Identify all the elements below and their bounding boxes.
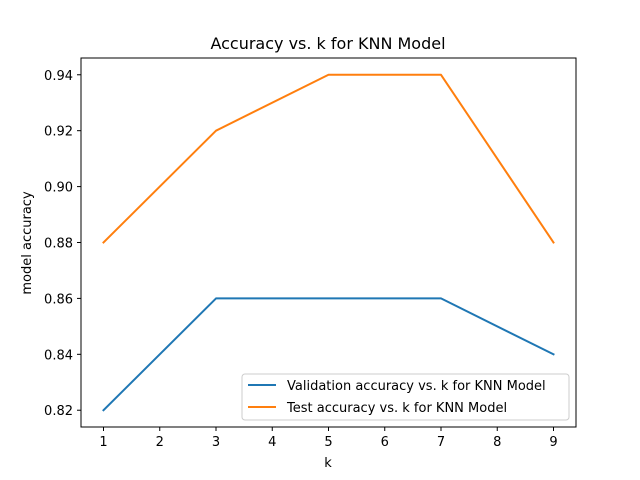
- y-tick-label: 0.82: [44, 404, 73, 419]
- series-lines: [102, 73, 555, 412]
- legend-label-validation: Validation accuracy vs. k for KNN Model: [287, 379, 546, 394]
- y-tick-label: 0.84: [44, 348, 73, 363]
- y-tick-label: 0.88: [44, 237, 73, 252]
- x-tick-label: 8: [493, 435, 501, 450]
- x-tick-label: 3: [212, 435, 220, 450]
- axis-ticks: 1 2 3 4 5 6 7 8 9 0.82 0.84 0.86 0.88 0.90 0.92 0.94: [44, 69, 558, 450]
- x-tick-label: 6: [381, 435, 389, 450]
- legend-label-test: Test accuracy vs. k for KNN Model: [286, 401, 507, 416]
- legend: Validation accuracy vs. k for KNN Model …: [241, 373, 570, 421]
- x-tick-label: 2: [156, 435, 164, 450]
- x-axis-label: k: [324, 456, 332, 471]
- y-axis-label: model accuracy: [20, 191, 35, 295]
- legend-box: [241, 373, 570, 421]
- chart-title: Accuracy vs. k for KNN Model: [210, 34, 445, 53]
- x-tick-label: 7: [437, 435, 445, 450]
- x-tick-label: 4: [268, 435, 276, 450]
- plot-frame: [80, 57, 577, 428]
- series-line-test: [102, 73, 555, 244]
- y-tick-label: 0.92: [44, 125, 73, 140]
- x-tick-label: 9: [549, 435, 557, 450]
- y-tick-label: 0.86: [44, 292, 73, 307]
- x-tick-label: 5: [324, 435, 332, 450]
- series-line-validation: [102, 297, 555, 412]
- y-tick-label: 0.94: [44, 69, 73, 84]
- y-tick-label: 0.90: [44, 181, 73, 196]
- x-tick-label: 1: [99, 435, 107, 450]
